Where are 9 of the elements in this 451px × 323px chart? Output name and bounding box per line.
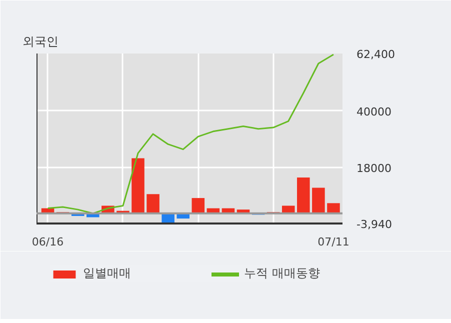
chart-title: 외국인 [22, 34, 58, 48]
x-tick-label: 07/11 [318, 236, 350, 248]
x-tick-label: 06/16 [32, 236, 64, 248]
y-tick-label: 62,400 [356, 48, 395, 61]
y-tick-label: -3,940 [356, 218, 392, 231]
y-tick-label: 40000 [356, 105, 392, 118]
y-tick-label: 18000 [356, 162, 392, 175]
legend-label: 누적 매매동향 [244, 265, 320, 282]
legend-label: 일별매매 [83, 265, 131, 282]
